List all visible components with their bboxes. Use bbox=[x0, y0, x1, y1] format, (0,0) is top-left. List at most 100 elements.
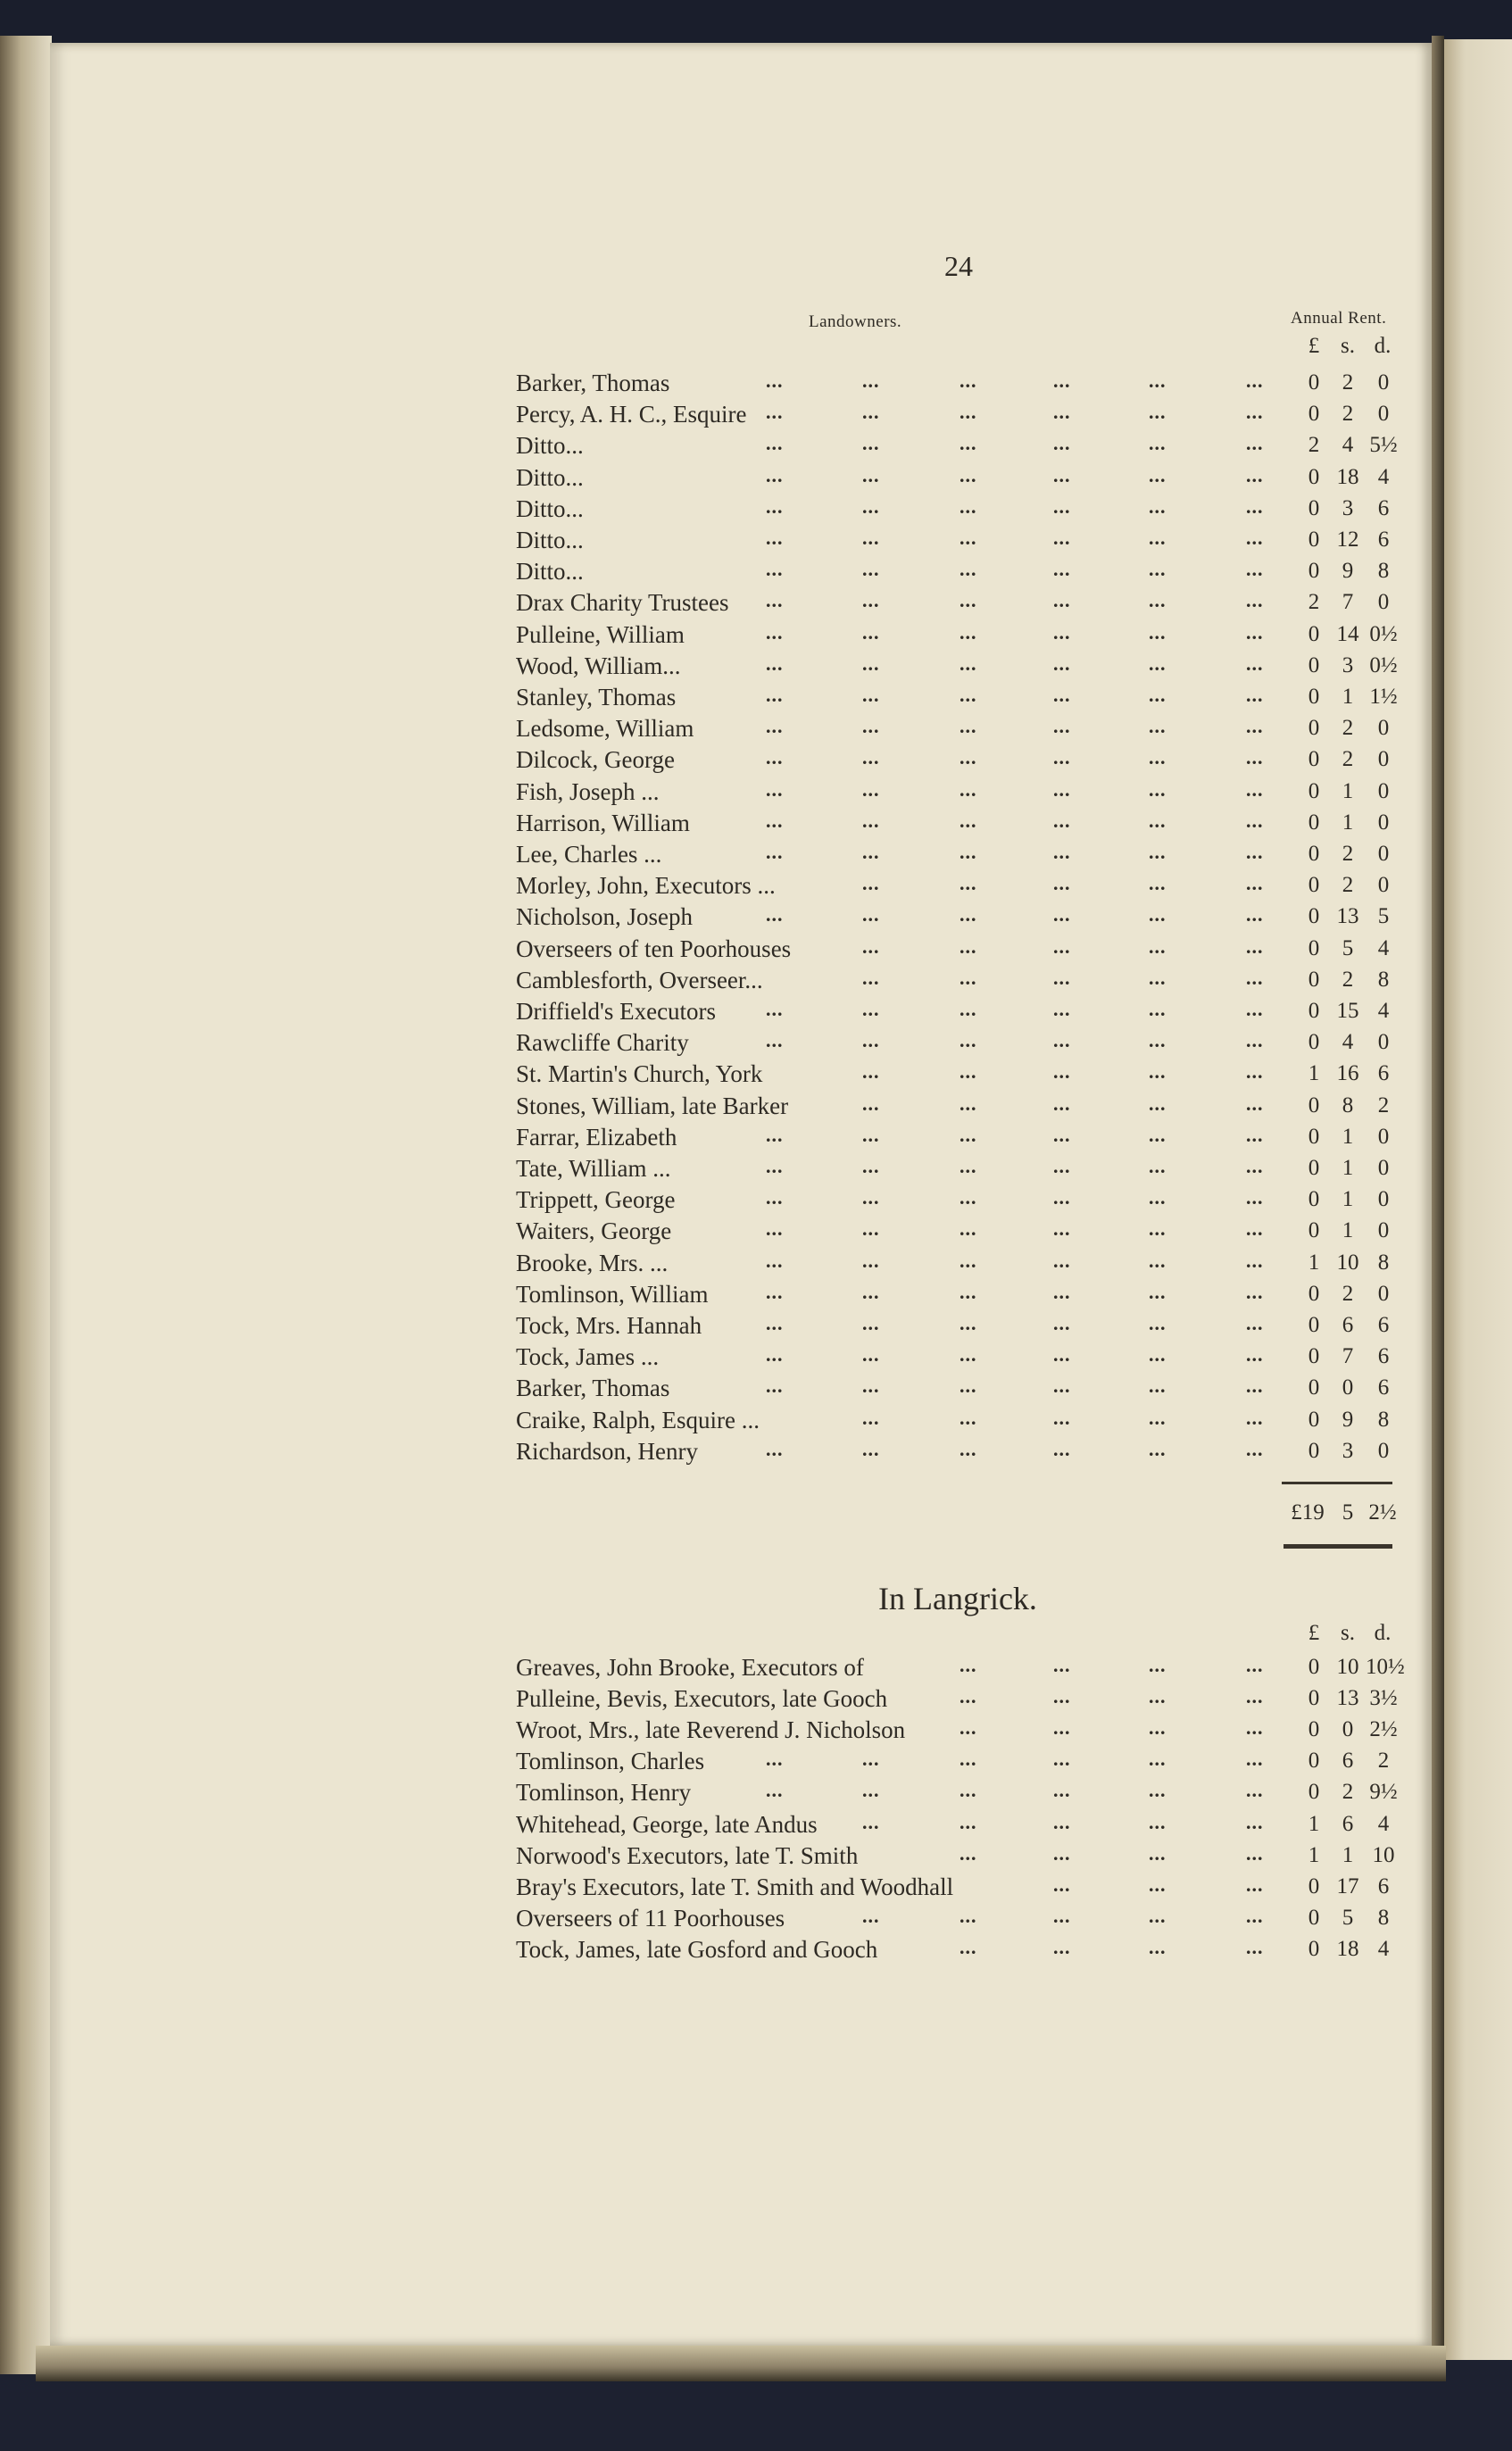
landowner-row-leader: ... bbox=[1149, 432, 1167, 455]
total-double-rule bbox=[1284, 1544, 1392, 1549]
landowner-row-pounds: 0 bbox=[1308, 1218, 1320, 1243]
landowner-row-leader: ... bbox=[1053, 998, 1071, 1020]
landowner-row-leader: ... bbox=[1149, 1186, 1167, 1209]
landowner-row-shillings: 14 bbox=[1336, 621, 1359, 646]
landowner-row-pounds: 0 bbox=[1308, 685, 1320, 709]
landowner-row-leader: ... bbox=[960, 1155, 977, 1177]
landowner-row-leader: ... bbox=[960, 1092, 977, 1115]
langrick-row-pounds: 0 bbox=[1308, 1905, 1320, 1930]
landowner-row-pounds: 0 bbox=[1308, 999, 1320, 1023]
landowner-row-leader: ... bbox=[766, 1249, 784, 1272]
landowner-row-leader: ... bbox=[766, 1312, 784, 1334]
langrick-row-pounds: 0 bbox=[1308, 1936, 1320, 1961]
landowner-row-shillings: 2 bbox=[1342, 1281, 1354, 1306]
total-pounds: £19 bbox=[1291, 1500, 1325, 1525]
landowner-row-shillings: 2 bbox=[1342, 873, 1354, 898]
landowner-row-leader: ... bbox=[862, 1249, 880, 1272]
langrick-row-leader: ... bbox=[1149, 1841, 1167, 1865]
landowner-row-pence: 8 bbox=[1377, 1407, 1390, 1432]
langrick-row-leader: ... bbox=[960, 1716, 977, 1740]
landowner-row-pounds: 0 bbox=[1308, 1281, 1320, 1306]
langrick-row-pounds: 0 bbox=[1308, 1655, 1320, 1679]
landowner-row-leader: ... bbox=[766, 998, 784, 1020]
landowner-row-leader: ... bbox=[1053, 1437, 1071, 1460]
landowner-row-shillings: 1 bbox=[1342, 1124, 1354, 1149]
landowner-row-leader: ... bbox=[766, 620, 784, 644]
landowner-row-leader: ... bbox=[960, 432, 977, 455]
landowner-row-name: Ditto... bbox=[516, 494, 584, 522]
page-gutter bbox=[1432, 36, 1444, 2356]
landowner-row-pence: 0 bbox=[1377, 1218, 1390, 1243]
langrick-row-pence: 8 bbox=[1377, 1905, 1390, 1930]
landowner-row-pence: 0 bbox=[1377, 1438, 1390, 1463]
landowner-row-shillings: 12 bbox=[1336, 528, 1359, 552]
landowner-row-pounds: 0 bbox=[1308, 1093, 1320, 1117]
landowner-row-name: Brooke, Mrs. ... bbox=[516, 1249, 669, 1276]
langrick-row-leader: ... bbox=[1053, 1904, 1071, 1927]
landowner-row-leader: ... bbox=[1246, 527, 1264, 549]
langrick-row-name: Tock, James, late Gosford and Gooch bbox=[516, 1935, 878, 1963]
landowner-row-name: Ditto... bbox=[516, 463, 584, 491]
landowner-row-leader: ... bbox=[960, 872, 977, 895]
landowner-row-leader: ... bbox=[766, 401, 784, 424]
landowner-row-leader: ... bbox=[1149, 841, 1167, 863]
landowner-row-leader: ... bbox=[1246, 1406, 1264, 1429]
landowner-row-leader: ... bbox=[1053, 370, 1071, 392]
landowner-row-name: Craike, Ralph, Esquire ... bbox=[516, 1406, 760, 1433]
langrick-row-shillings: 18 bbox=[1336, 1936, 1359, 1961]
langrick-row-leader: ... bbox=[1053, 1873, 1071, 1896]
landowner-row-leader: ... bbox=[960, 401, 977, 424]
landowner-row-leader: ... bbox=[1149, 1123, 1167, 1146]
landowner-row-shillings: 0 bbox=[1342, 1375, 1354, 1400]
landowner-row-leader: ... bbox=[862, 1155, 880, 1177]
langrick-title: In Langrick. bbox=[878, 1581, 1037, 1616]
landowner-row-leader: ... bbox=[862, 1375, 880, 1398]
landowner-row-shillings: 2 bbox=[1342, 402, 1354, 427]
landowner-row-leader: ... bbox=[766, 841, 784, 863]
landowner-row-name: Rawcliffe Charity bbox=[516, 1029, 689, 1057]
langrick-row-leader: ... bbox=[960, 1935, 977, 1958]
landowner-row-pence: 5 bbox=[1377, 904, 1390, 929]
landowner-row-shillings: 13 bbox=[1336, 904, 1359, 929]
landowner-row-pence: 0 bbox=[1377, 370, 1390, 395]
landowner-row-name: Trippett, George bbox=[516, 1186, 676, 1214]
landowner-row-shillings: 9 bbox=[1342, 1407, 1354, 1432]
landowner-row-leader: ... bbox=[1246, 1217, 1264, 1241]
langrick-row-pence: 4 bbox=[1377, 1811, 1390, 1836]
landowner-row-shillings: 1 bbox=[1342, 685, 1354, 709]
landowner-row-leader: ... bbox=[1149, 1437, 1167, 1460]
langrick-row-pence: 10½ bbox=[1366, 1655, 1405, 1679]
langrick-row-leader: ... bbox=[1149, 1654, 1167, 1676]
landowner-row-leader: ... bbox=[960, 1280, 977, 1303]
landowner-row-leader: ... bbox=[1149, 1249, 1167, 1272]
landowner-row-pence: 8 bbox=[1377, 967, 1390, 992]
landowner-row-leader: ... bbox=[766, 1123, 784, 1146]
landowner-row-leader: ... bbox=[862, 494, 880, 518]
landowner-row-leader: ... bbox=[1053, 841, 1071, 863]
landowner-row-leader: ... bbox=[1053, 463, 1071, 486]
landowner-row-leader: ... bbox=[1053, 1123, 1071, 1146]
landowner-row-leader: ... bbox=[1053, 1092, 1071, 1115]
langrick-row-shillings: 2 bbox=[1342, 1780, 1354, 1805]
page-number: 24 bbox=[944, 250, 973, 282]
landowner-row-leader: ... bbox=[1149, 1155, 1167, 1177]
langrick-row-leader: ... bbox=[960, 1779, 977, 1802]
landowner-row-leader: ... bbox=[862, 746, 880, 769]
landowner-row-leader: ... bbox=[1149, 1343, 1167, 1367]
landowner-row-leader: ... bbox=[766, 1217, 784, 1241]
landowner-row-leader: ... bbox=[1246, 370, 1264, 392]
landowner-row-leader: ... bbox=[766, 1029, 784, 1052]
landowner-row-shillings: 3 bbox=[1342, 1438, 1354, 1463]
landowner-row-pence: 0 bbox=[1377, 1156, 1390, 1180]
landowner-row-leader: ... bbox=[1149, 777, 1167, 801]
landowner-row-leader: ... bbox=[766, 684, 784, 706]
landowner-row-leader: ... bbox=[1053, 966, 1071, 989]
langrick-row-leader: ... bbox=[862, 1748, 880, 1771]
landowner-row-pounds: 0 bbox=[1308, 967, 1320, 992]
landowner-row-leader: ... bbox=[1053, 1060, 1071, 1084]
landowner-row-name: Dilcock, George bbox=[516, 746, 675, 774]
landowner-row-name: Waiters, George bbox=[516, 1217, 672, 1245]
landowner-row-leader: ... bbox=[862, 935, 880, 958]
landowner-row-pounds: 0 bbox=[1308, 1344, 1320, 1369]
langrick-row-name: Tomlinson, Henry bbox=[516, 1779, 692, 1807]
